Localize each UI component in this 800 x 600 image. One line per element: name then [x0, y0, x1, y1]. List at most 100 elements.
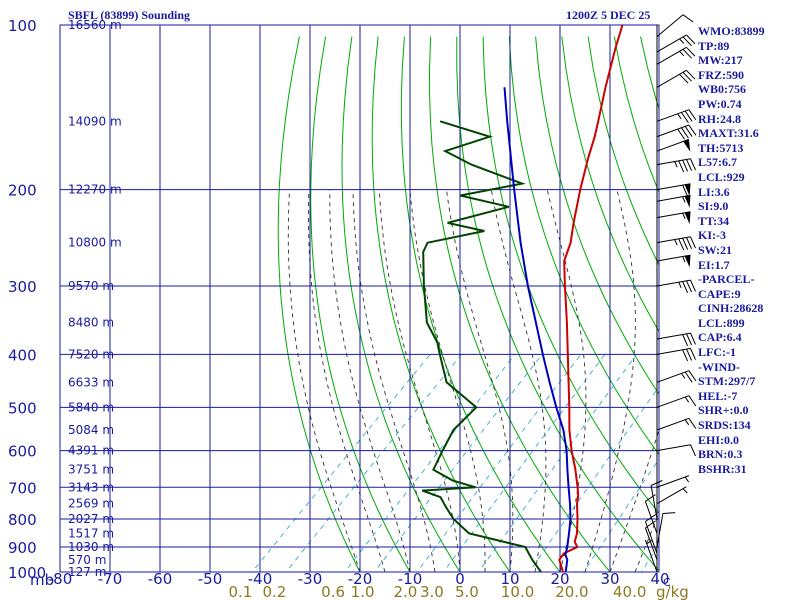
temperature-tick-label: -80 [48, 570, 73, 588]
barb-staff [656, 486, 687, 505]
temperature-tick-label: 20 [550, 570, 569, 588]
moist-adiabat [352, 189, 436, 572]
barb-full-feather [645, 494, 656, 502]
sounding-index-item: WB0:756 [698, 82, 746, 97]
wind-barb [656, 109, 697, 123]
barb-half-feather [679, 38, 685, 44]
sounding-index-item: EI:1.7 [698, 257, 730, 272]
dry-adiabat [561, 36, 659, 333]
barb-pennant [684, 255, 691, 268]
moist-adiabat [287, 189, 361, 572]
mixing-ratio-line [251, 354, 431, 572]
dry-adiabat [508, 36, 659, 456]
height-label: 12270 m [68, 183, 122, 197]
barb-staff [644, 539, 658, 573]
mixing-ratio-label: 10.0 [501, 583, 534, 600]
sounding-index-item: STM:297/7 [698, 374, 756, 389]
barb-full-feather [645, 520, 656, 529]
barb-full-feather [686, 333, 693, 346]
barb-full-feather [679, 73, 689, 84]
parcel-line [503, 87, 572, 572]
dry-adiabat [310, 36, 411, 572]
sounding-index-item: TH:5713 [698, 140, 744, 155]
barb-full-feather [677, 128, 686, 140]
barb-staff [656, 138, 690, 152]
mixing-ratio-label: 20.0 [555, 583, 588, 600]
mixing-ratio-line [443, 354, 606, 572]
temperature-line [558, 25, 624, 572]
pressure-tick-label: 300 [8, 278, 37, 296]
barb-full-feather [690, 332, 696, 345]
pressure-tick-label: 200 [8, 182, 37, 200]
mixing-ratio-labels: 0.1 0.2 0.6 1.0 2.0 3.0 5.0 10.0 20.0 40.0 g/kg [228, 583, 688, 600]
dry-adiabat [341, 36, 461, 572]
height-label: 4391 m [68, 444, 114, 458]
height-label: 5084 m [68, 423, 114, 437]
mixing-ratio-label: 0.2 [262, 583, 286, 600]
barb-full-feather [690, 444, 696, 457]
wind-barb [656, 475, 690, 488]
barb-full-feather [686, 237, 693, 250]
barb-full-feather [684, 110, 693, 122]
sounding-index-item: RH:24.8 [698, 111, 741, 126]
moist-adiabat [446, 189, 514, 572]
barb-staff [644, 527, 658, 560]
barb-full-feather [684, 126, 693, 137]
barb-half-feather [682, 256, 686, 263]
wind-barb [656, 158, 696, 173]
sounding-index-item: -WIND- [698, 359, 740, 374]
dry-adiabat [428, 36, 611, 572]
barb-full-feather [682, 159, 689, 172]
dewpoint-line [421, 120, 543, 572]
barb-full-feather [688, 124, 697, 136]
barb-full-feather [686, 159, 693, 171]
dry-adiabat [482, 36, 659, 515]
wind-barb [656, 512, 676, 548]
barb-half-feather [679, 50, 685, 57]
wind-barb [656, 332, 696, 347]
sounding-index-item: LCL:929 [698, 169, 745, 184]
plot-border [59, 24, 660, 573]
height-label: 1517 m [68, 526, 114, 540]
barb-staff [656, 370, 690, 383]
pressure-unit-label: mb [30, 571, 54, 589]
wind-barb [650, 480, 663, 520]
height-labels: 16560 m 14090 m 12270 m 10800 m 9570 m 8480 m… [68, 18, 122, 579]
mixing-ratio-label: 40.0 [613, 583, 646, 600]
barb-full-feather [682, 71, 692, 82]
barb-full-feather [686, 34, 696, 45]
wind-barb [656, 395, 697, 408]
sounding-index-item: KI:-3 [698, 228, 726, 243]
wind-barb [656, 46, 696, 65]
height-label: 10800 m [68, 236, 122, 250]
dry-adiabat [400, 36, 561, 572]
barb-full-feather [678, 238, 685, 251]
wind-barb [656, 194, 691, 208]
sounding-index-item: TT:34 [698, 213, 730, 228]
height-label: 2027 m [68, 512, 114, 526]
barb-full-feather [645, 514, 656, 522]
height-label: 14090 m [68, 114, 122, 128]
barb-full-feather [688, 370, 697, 382]
sounding-index-item: MAXT:31.6 [698, 126, 759, 141]
sounding-indices: WMO:83899 TP:89 MW:217 FRZ:590 WB0:756 PW:0.7… [698, 24, 765, 476]
plot-frame [59, 24, 660, 573]
height-label: 2569 m [68, 497, 114, 511]
wind-barbs-layer [644, 14, 697, 573]
pressure-tick-label: 400 [8, 346, 37, 364]
barb-full-feather [682, 184, 689, 197]
barb-staff [656, 475, 690, 488]
height-label: 9570 m [68, 279, 114, 293]
mixing-ratio-unit-label: g/kg [656, 583, 689, 600]
wind-barb [656, 444, 696, 457]
barb-staff [656, 109, 690, 122]
barb-staff [656, 158, 691, 166]
height-label: 6633 m [68, 375, 114, 389]
temperature-unit-label: C [663, 576, 671, 589]
barb-full-feather [682, 14, 694, 23]
barb-staff [656, 69, 687, 88]
barb-staff [650, 485, 658, 520]
barb-full-feather [690, 236, 696, 249]
